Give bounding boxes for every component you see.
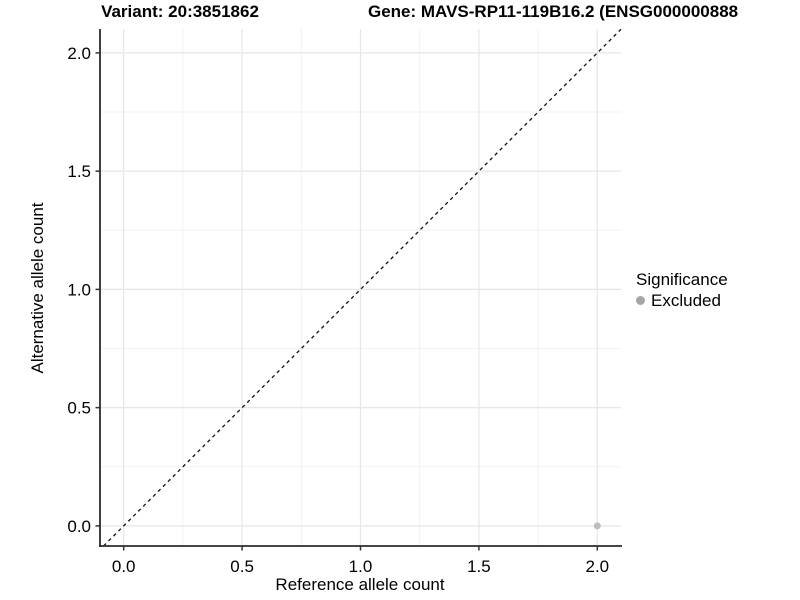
x-axis-title: Reference allele count <box>275 575 445 594</box>
y-axis-title: Alternative allele count <box>28 202 47 374</box>
legend-key-dot-icon <box>636 296 645 305</box>
variant-title: Variant: 20:3851862 <box>101 2 259 21</box>
legend-item-excluded: Excluded <box>636 290 728 311</box>
y-tick-label: 2.0 <box>67 44 91 63</box>
x-tick-label: 0.5 <box>230 557 254 576</box>
y-tick-label: 0.5 <box>67 399 91 418</box>
y-tick-label: 0.0 <box>67 517 91 536</box>
x-tick-label: 1.0 <box>349 557 373 576</box>
identity-dashed-line <box>103 28 622 547</box>
legend-item-label: Excluded <box>651 291 721 310</box>
x-tick-label: 1.5 <box>467 557 491 576</box>
x-tick-label: 2.0 <box>585 557 609 576</box>
y-tick-label: 1.0 <box>67 280 91 299</box>
legend: Significance Excluded <box>636 269 728 311</box>
y-tick-label: 1.5 <box>67 162 91 181</box>
gene-title: Gene: MAVS-RP11-119B16.2 (ENSG000000888 <box>368 2 739 21</box>
data-point <box>593 522 601 530</box>
x-tick-label: 0.0 <box>112 557 136 576</box>
legend-title: Significance <box>636 270 728 289</box>
